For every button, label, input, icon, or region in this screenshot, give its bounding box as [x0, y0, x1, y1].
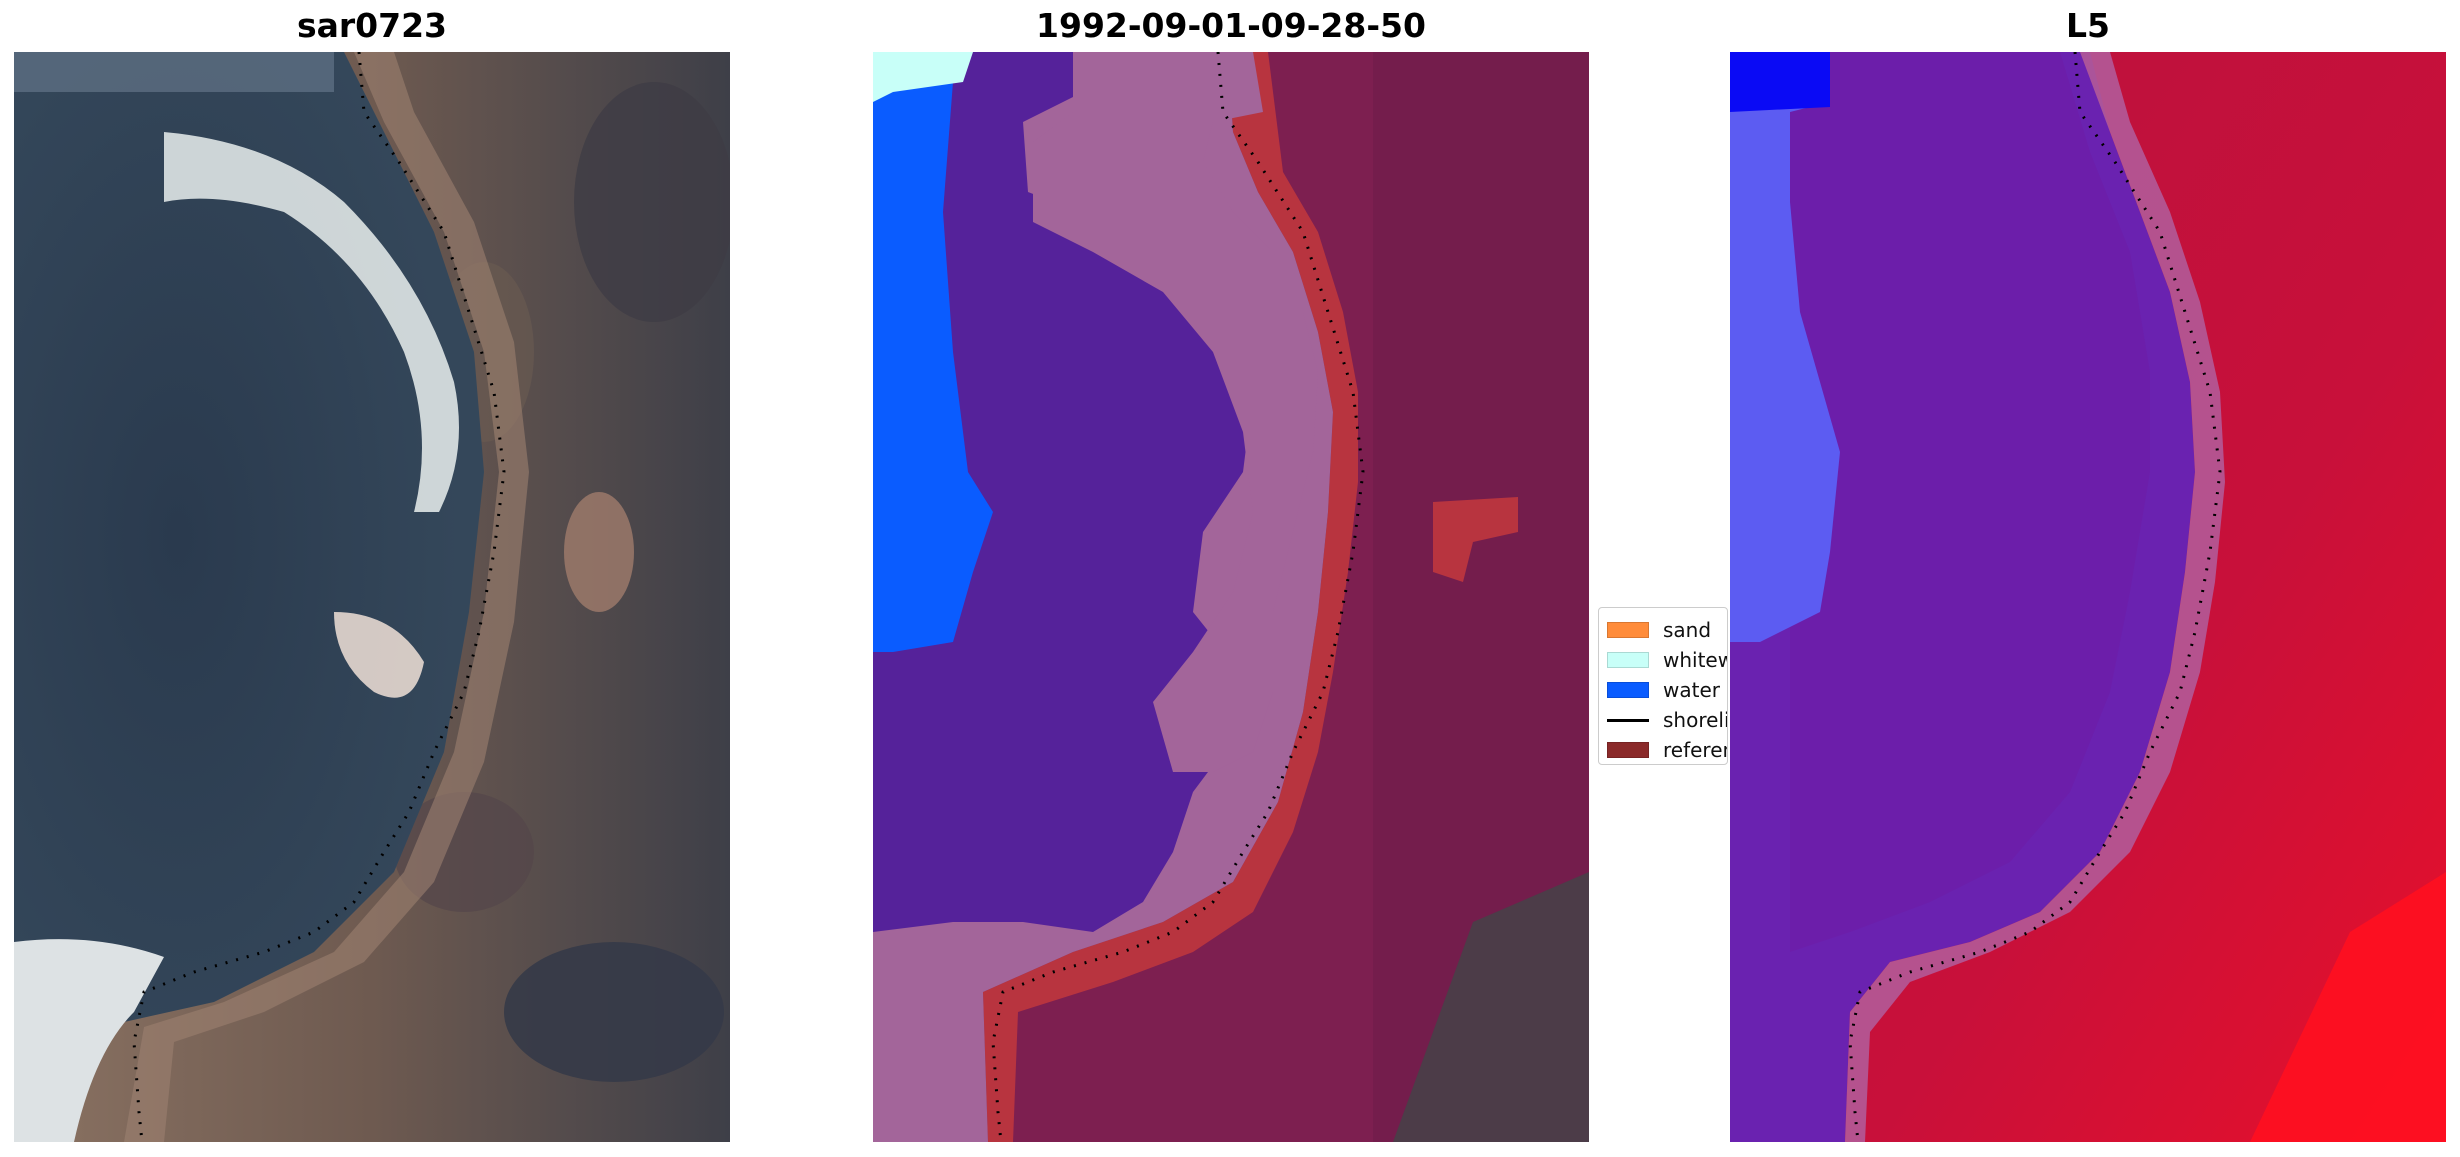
legend-item-reference: reference	[1607, 738, 1727, 762]
l5-panel	[1730, 52, 2446, 1142]
rgb-image-panel	[14, 52, 730, 1142]
l5-image	[1730, 52, 2446, 1142]
panel-title-right: L5	[2066, 6, 2110, 45]
legend-swatch-sand	[1607, 622, 1649, 638]
legend-label-reference: reference	[1663, 738, 1727, 762]
rgb-image	[14, 52, 730, 1142]
classification-panel	[873, 52, 1589, 1142]
legend-item-water: water	[1607, 678, 1720, 702]
shoreline-right	[1848, 52, 2222, 1142]
shoreline-middle	[991, 52, 1365, 1142]
legend-swatch-reference	[1607, 742, 1649, 758]
legend-label-water: water	[1663, 678, 1720, 702]
panel-title-middle: 1992-09-01-09-28-50	[1036, 6, 1426, 45]
classification-image	[873, 52, 1589, 1142]
legend-swatch-water	[1607, 682, 1649, 698]
legend-clip-edge	[1730, 600, 1734, 770]
legend-swatch-whitewater	[1607, 652, 1649, 668]
panel-title-left: sar0723	[296, 6, 448, 45]
legend-item-sand: sand	[1607, 618, 1711, 642]
legend-line-shoreline	[1607, 718, 1649, 722]
legend-label-sand: sand	[1663, 618, 1712, 642]
shoreline-left	[132, 52, 506, 1142]
legend-item-shoreline: shoreline	[1607, 708, 1727, 732]
legend-label-shoreline: shoreline	[1663, 708, 1727, 732]
